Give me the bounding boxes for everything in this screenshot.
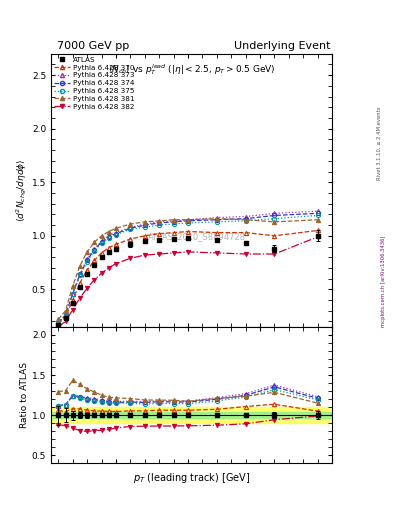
Text: $\langle N_{ch}\rangle$ vs $p_T^{lead}$ ($|\eta| < 2.5$, $p_T > 0.5$ GeV): $\langle N_{ch}\rangle$ vs $p_T^{lead}$ … (108, 62, 275, 77)
Text: ATLAS_2010_S8894728: ATLAS_2010_S8894728 (148, 232, 246, 241)
Y-axis label: Ratio to ATLAS: Ratio to ATLAS (20, 362, 29, 428)
Text: Rivet 3.1.10, ≥ 2.4M events: Rivet 3.1.10, ≥ 2.4M events (377, 106, 382, 180)
Text: Underlying Event: Underlying Event (233, 41, 330, 51)
Text: mcplots.cern.ch [arXiv:1306.3436]: mcplots.cern.ch [arXiv:1306.3436] (381, 236, 386, 327)
Y-axis label: $\langle d^2 N_{chg}/d\eta d\phi \rangle$: $\langle d^2 N_{chg}/d\eta d\phi \rangle… (15, 159, 29, 222)
Legend: ATLAS, Pythia 6.428 370, Pythia 6.428 373, Pythia 6.428 374, Pythia 6.428 375, P: ATLAS, Pythia 6.428 370, Pythia 6.428 37… (53, 56, 135, 111)
X-axis label: $p_T$ (leading track) [GeV]: $p_T$ (leading track) [GeV] (133, 471, 250, 485)
Text: 7000 GeV pp: 7000 GeV pp (57, 41, 129, 51)
